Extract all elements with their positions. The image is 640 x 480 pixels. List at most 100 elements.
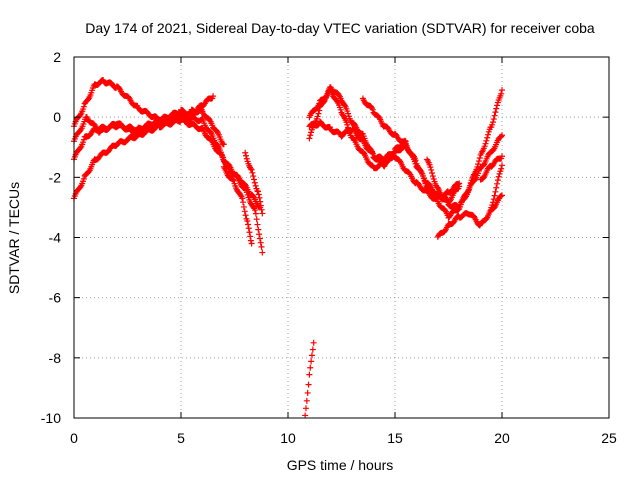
y-tick-label: -8 xyxy=(49,350,62,366)
data-point xyxy=(434,184,441,191)
series-arc-7 xyxy=(302,339,317,419)
data-point xyxy=(314,113,321,120)
x-tick-label: 20 xyxy=(494,430,510,446)
data-point xyxy=(303,397,310,404)
data-point xyxy=(490,116,497,123)
data-point xyxy=(80,175,87,182)
data-point xyxy=(499,87,505,94)
data-point xyxy=(316,100,323,107)
x-tick-label: 25 xyxy=(601,430,617,446)
data-point xyxy=(310,339,317,346)
data-point xyxy=(491,112,498,119)
data-point xyxy=(390,150,397,157)
data-point xyxy=(498,90,505,97)
data-point xyxy=(249,169,256,176)
data-point xyxy=(499,162,505,169)
series-arc-6 xyxy=(242,149,266,217)
data-point xyxy=(499,192,505,199)
data-point xyxy=(428,166,435,173)
data-point xyxy=(255,191,262,198)
chart-title: Day 174 of 2021, Sidereal Day-to-day VTE… xyxy=(85,20,595,36)
data-point xyxy=(493,184,500,191)
data-point xyxy=(251,179,258,186)
series-arc-9 xyxy=(306,86,505,221)
data-point xyxy=(494,102,501,109)
y-tick-label: -6 xyxy=(49,290,62,306)
data-point xyxy=(255,226,262,233)
data-point xyxy=(242,149,249,156)
data-point xyxy=(474,163,481,170)
data-point xyxy=(350,136,357,143)
data-point xyxy=(443,197,450,204)
data-point xyxy=(244,218,251,225)
y-tick-label: 2 xyxy=(53,49,61,65)
data-point xyxy=(239,195,246,202)
series-arc-12 xyxy=(424,87,505,212)
data-point xyxy=(417,167,424,174)
data-point xyxy=(430,176,437,183)
x-axis-label: GPS time / hours xyxy=(287,457,394,473)
y-tick-label: -4 xyxy=(49,230,62,246)
data-point xyxy=(369,106,376,113)
data-point xyxy=(240,199,247,206)
data-point xyxy=(345,110,352,117)
series-arc-14 xyxy=(477,153,505,183)
data-point xyxy=(475,161,482,168)
data-point xyxy=(241,208,248,215)
data-point xyxy=(391,148,398,155)
data-point xyxy=(259,249,266,256)
tick-labels: 0 5 10 15 20 25 -10 -8 -6 -4 -2 0 2 xyxy=(41,49,617,446)
data-point xyxy=(254,221,261,228)
data-point xyxy=(307,132,314,139)
data-point xyxy=(498,133,505,140)
data-point xyxy=(429,173,436,180)
data-point xyxy=(493,105,500,112)
data-point xyxy=(466,186,473,193)
y-tick-label: 0 xyxy=(53,109,61,125)
data-point xyxy=(255,188,262,195)
data-point xyxy=(489,202,496,209)
data-point xyxy=(252,182,259,189)
x-tick-label: 15 xyxy=(387,430,403,446)
data-point xyxy=(302,405,309,412)
data-point xyxy=(344,121,351,128)
data-point xyxy=(248,166,255,173)
data-point xyxy=(308,358,315,365)
series-arc-8 xyxy=(306,84,463,201)
series-arc-4 xyxy=(71,113,264,211)
data-point xyxy=(257,239,264,246)
data-points xyxy=(71,77,505,419)
data-point xyxy=(491,192,498,199)
axis-ticks xyxy=(73,56,610,419)
data-point xyxy=(498,165,505,172)
data-point xyxy=(307,364,314,371)
data-point xyxy=(444,198,451,205)
data-point xyxy=(476,154,483,161)
data-point xyxy=(337,106,344,113)
data-point xyxy=(247,237,254,244)
data-point xyxy=(259,210,266,217)
data-point xyxy=(306,135,313,142)
data-point xyxy=(429,169,436,176)
series-arc-13 xyxy=(434,192,505,240)
data-point xyxy=(489,121,496,128)
data-point xyxy=(485,131,492,138)
data-point xyxy=(187,109,194,116)
data-point xyxy=(243,152,250,159)
data-point xyxy=(229,176,236,183)
data-point xyxy=(326,86,333,93)
data-point xyxy=(494,180,501,187)
data-point xyxy=(246,229,253,236)
data-point xyxy=(496,170,503,177)
data-point xyxy=(499,153,505,160)
data-point xyxy=(85,168,92,175)
data-point xyxy=(252,207,259,214)
data-point xyxy=(467,179,474,186)
data-point xyxy=(251,176,258,183)
series-arc-11 xyxy=(359,95,463,206)
series-arc-15 xyxy=(488,162,505,211)
data-point xyxy=(489,119,496,126)
y-tick-label: -10 xyxy=(41,410,61,426)
series-arc-5 xyxy=(220,163,255,247)
data-point xyxy=(426,181,433,188)
